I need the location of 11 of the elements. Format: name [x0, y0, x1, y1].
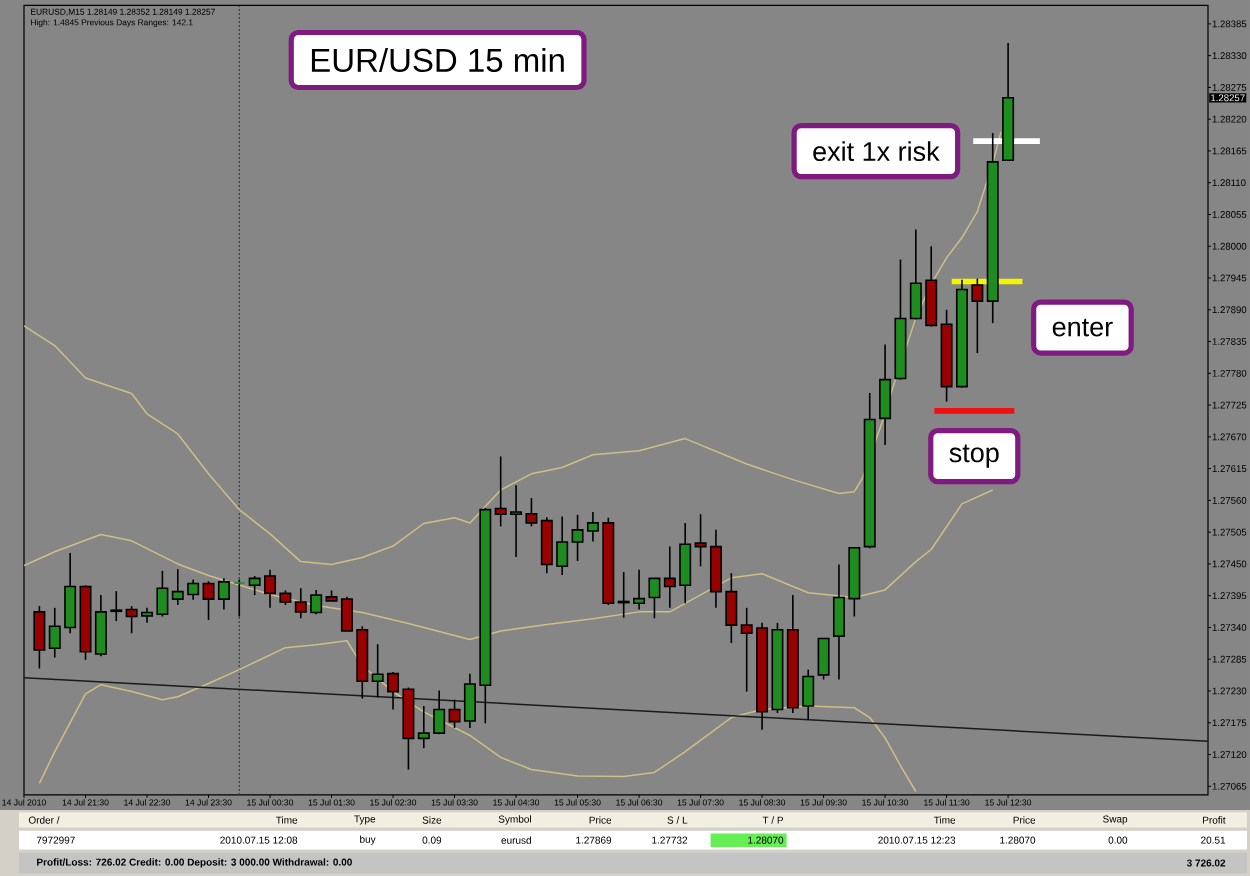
- series-label: enter: [1052, 318, 1113, 337]
- candlestick: [33, 605, 46, 670]
- candlestick: [879, 343, 892, 446]
- series-label: stop: [949, 444, 999, 468]
- candlestick: [817, 637, 830, 681]
- text: EUR/USD 15 min: [311, 47, 564, 73]
- candlestick: [233, 578, 246, 618]
- candlestick: [648, 577, 661, 620]
- series-label: exit 1x risk: [813, 141, 940, 162]
- line-series: [38, 640, 917, 793]
- line-series: [24, 489, 994, 641]
